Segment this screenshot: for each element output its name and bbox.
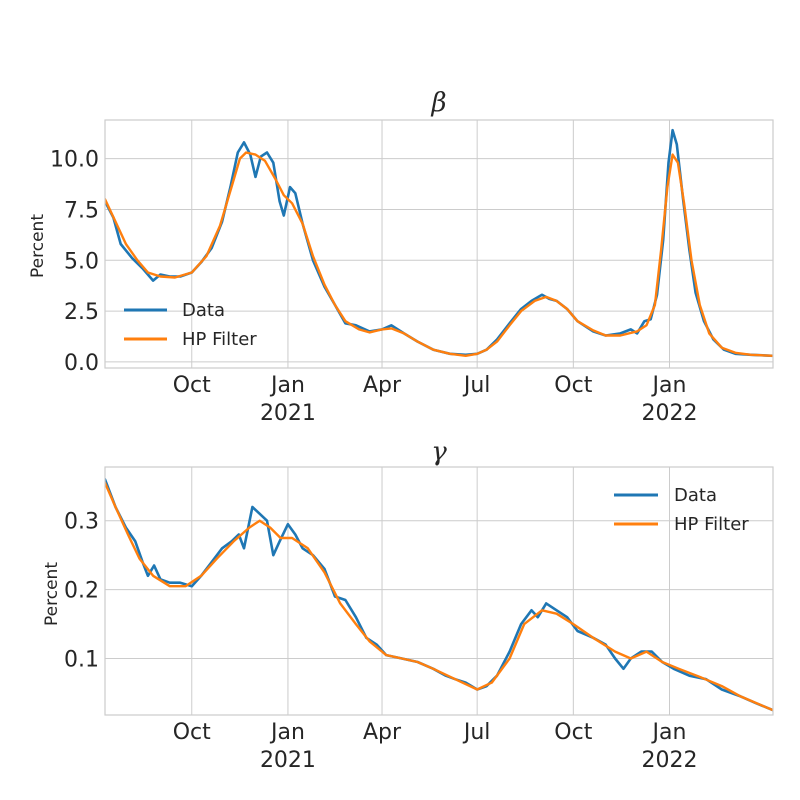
beta-plot-frame [104,119,774,369]
beta-x-tick-label: Jul [462,373,491,398]
beta-title: β [430,88,446,118]
beta-x-tick-label: Jan [651,373,687,398]
gamma-x-tick-label: Jan [651,720,687,745]
beta-y-tick-label: 0.0 [64,351,99,376]
gamma-series-hp-filter-line [105,481,773,712]
beta-x-tick-label: Oct [554,373,592,398]
gamma-series [105,478,773,712]
beta-x-tick-label: Apr [363,373,402,398]
gamma-x-tick-label: Jul [462,720,491,745]
beta-legend: Data HP Filter [124,300,257,350]
beta-y-ticks: 0.0 2.5 5.0 7.5 10.0 [50,148,99,376]
beta-y-tick-label: 5.0 [64,249,99,274]
beta-x-ticks: Oct Jan 2021 Apr Jul Oct Jan 2022 [173,373,698,426]
gamma-y-tick-label: 0.3 [64,510,99,535]
gamma-legend: Data HP Filter [614,485,749,535]
gamma-grid [105,467,773,715]
beta-panel: 0.0 2.5 5.0 7.5 10.0 Oct Jan 2021 Apr Jul Oct Jan 2… [28,88,774,426]
beta-y-axis-label: Percent [28,214,48,278]
gamma-x-tick-label: Jan [269,720,305,745]
gamma-x-year-label: 2022 [642,748,698,773]
gamma-y-tick-label: 0.1 [64,648,99,673]
beta-x-year-label: 2022 [642,401,698,426]
gamma-x-tick-label: Oct [173,720,211,745]
gamma-plot-frame [104,466,774,716]
gamma-x-year-label: 2021 [260,748,316,773]
beta-x-tick-label: Oct [173,373,211,398]
gamma-x-tick-label: Apr [363,720,402,745]
gamma-legend-label-hp: HP Filter [674,514,749,535]
gamma-x-tick-label: Oct [554,720,592,745]
gamma-legend-label-data: Data [674,485,717,506]
beta-series [105,128,773,358]
gamma-x-ticks: Oct Jan 2021 Apr Jul Oct Jan 2022 [173,720,698,773]
beta-series-data-line [105,128,773,358]
gamma-y-ticks: 0.1 0.2 0.3 [64,510,99,673]
beta-legend-label-data: Data [182,300,225,321]
beta-series-hp-filter-line [105,151,773,357]
gamma-series-data-line [105,478,773,712]
beta-y-tick-label: 7.5 [64,198,99,223]
gamma-y-axis-label: Percent [42,562,62,626]
gamma-y-tick-label: 0.2 [64,579,99,604]
gamma-title: γ [431,437,447,467]
beta-y-tick-label: 2.5 [64,300,99,325]
gamma-panel: 0.1 0.2 0.3 Oct Jan 2021 Apr Jul Oct Jan 2022 γ P… [42,437,774,773]
beta-x-tick-label: Jan [269,373,305,398]
beta-y-tick-label: 10.0 [50,148,99,173]
beta-legend-label-hp: HP Filter [182,329,257,350]
beta-x-year-label: 2021 [260,401,316,426]
